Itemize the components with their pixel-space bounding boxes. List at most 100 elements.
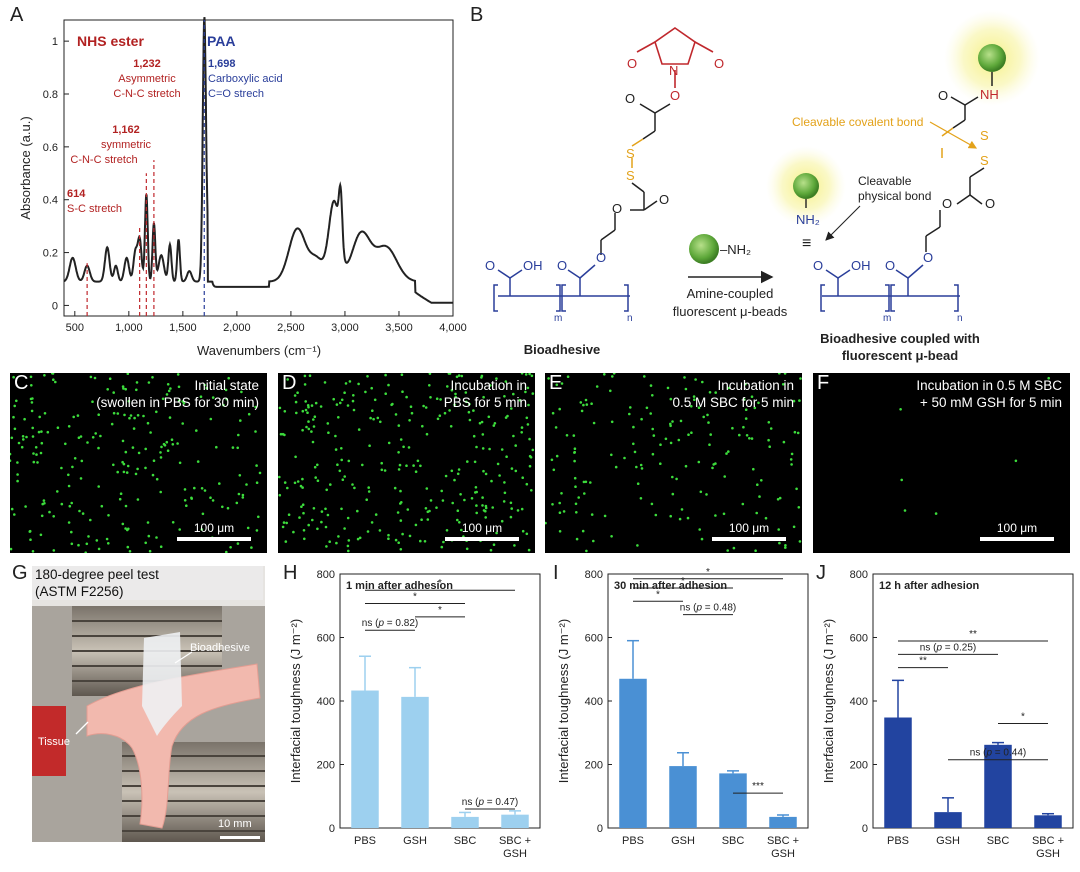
fluorescent-bead <box>124 387 127 391</box>
fluorescent-bead <box>611 375 614 378</box>
fluorescent-bead <box>550 458 554 462</box>
fluorescent-bead <box>334 434 337 438</box>
fluorescent-bead <box>419 464 422 468</box>
fluorescent-bead <box>496 462 500 466</box>
left-n: n <box>627 313 633 324</box>
fluorescent-bead <box>643 375 646 378</box>
left-s2: S <box>626 168 635 183</box>
fluorescent-bead <box>669 441 673 445</box>
fluorescent-bead <box>224 388 228 392</box>
fluorescent-bead <box>29 397 33 401</box>
fluorescent-bead <box>201 512 205 516</box>
fluorescent-bead <box>25 435 28 439</box>
fluorescent-bead <box>353 486 356 490</box>
fluorescent-bead <box>934 512 938 515</box>
fluorescent-bead <box>702 415 705 419</box>
fluorescent-bead <box>468 418 472 422</box>
fluorescent-bead <box>31 426 34 430</box>
fluorescent-bead <box>714 391 717 394</box>
fluorescent-bead <box>387 533 390 537</box>
category-label: SBC <box>722 835 745 847</box>
fluorescent-bead <box>694 378 697 381</box>
fluorescent-bead <box>447 373 451 375</box>
fluorescent-bead <box>126 464 130 468</box>
fluorescent-bead <box>159 451 162 454</box>
fluorescent-bead <box>669 422 672 426</box>
scale-bar: 100 μm <box>177 521 251 541</box>
fluorescent-bead <box>370 386 373 390</box>
right-linker <box>950 72 993 129</box>
fluorescent-bead <box>581 529 585 533</box>
fluorescent-bead <box>236 446 239 450</box>
significance-label: * <box>656 589 660 600</box>
fluorescent-bead <box>13 513 16 516</box>
fluorescent-bead <box>279 432 283 436</box>
category-label: SBC + <box>1032 835 1064 847</box>
panel-a: A 0 0.2 0.4 0.6 0.8 1 500 1,000 1,500 2,000 2,500… <box>0 0 470 365</box>
fluorescent-bead <box>399 438 403 441</box>
chart-title: 1 min after adhesion <box>346 580 453 592</box>
fluorescent-bead <box>592 421 596 425</box>
panel-label-i: I <box>553 562 559 584</box>
fluorescent-bead <box>401 532 404 536</box>
fluorescent-bead <box>527 403 530 407</box>
fluorescent-bead <box>478 421 482 425</box>
panel-label-b: B <box>470 4 484 26</box>
fluorescent-bead <box>323 381 327 384</box>
right-o-ester1: O <box>985 196 995 211</box>
fluorescent-bead <box>524 373 528 376</box>
fluorescent-bead <box>900 478 903 482</box>
fluorescent-bead <box>10 547 13 551</box>
fluorescent-bead <box>337 535 340 538</box>
fluorescent-bead <box>412 464 415 467</box>
fluorescent-bead <box>73 457 77 460</box>
fluorescent-bead <box>495 531 498 535</box>
fluorescent-bead <box>357 382 360 386</box>
fluorescent-bead <box>678 517 682 521</box>
fluorescent-bead <box>343 527 346 530</box>
fluorescent-bead <box>754 549 757 552</box>
fluorescent-bead <box>531 392 535 395</box>
fluorescent-bead <box>211 396 215 399</box>
toughness-chart-12h: 0 200 400 600 800 Interfacial toughness (J m⁻… <box>821 569 1074 860</box>
fluorescent-bead <box>708 391 712 394</box>
fluorescent-bead <box>778 541 781 545</box>
fluorescent-bead <box>17 441 21 445</box>
fluorescent-bead <box>286 486 289 490</box>
fluorescent-bead <box>347 549 350 553</box>
significance-label: * <box>438 578 442 589</box>
fluorescent-bead <box>632 425 635 429</box>
fluorescent-bead <box>125 471 129 474</box>
significance-label: * <box>1021 712 1025 723</box>
nhs-o-left: O <box>627 56 637 71</box>
fluorescent-bead <box>229 546 232 549</box>
fluorescent-bead <box>796 431 800 435</box>
fluorescent-bead <box>610 453 613 457</box>
fluorescent-bead <box>357 428 361 431</box>
fluorescent-bead <box>440 489 443 493</box>
fluorescent-bead <box>466 460 469 463</box>
fluorescent-bead <box>351 483 354 486</box>
fluorescent-bead <box>654 513 658 517</box>
fluorescent-bead <box>664 437 668 441</box>
fluorescent-bead <box>200 487 204 490</box>
fluorescent-bead <box>769 427 773 430</box>
fluorescent-bead <box>100 504 104 508</box>
fluorescent-bead <box>327 431 330 434</box>
fluorescent-bead <box>424 406 428 409</box>
fluorescent-bead <box>329 483 332 486</box>
fluorescent-bead <box>346 404 350 407</box>
fluorescent-bead <box>337 416 340 419</box>
fluorescent-bead <box>398 463 402 467</box>
fluorescent-bead <box>136 498 140 501</box>
fluorescent-bead <box>48 510 51 514</box>
fluorescent-bead <box>610 535 613 538</box>
side-bead <box>793 173 819 199</box>
fluorescent-bead <box>450 469 454 473</box>
fluorescent-bead <box>753 406 757 410</box>
fluorescent-bead <box>301 409 305 413</box>
left-o-ester1: O <box>625 91 635 106</box>
bar <box>719 773 747 828</box>
fluorescent-bead <box>146 521 150 524</box>
fluorescent-bead <box>623 456 626 460</box>
